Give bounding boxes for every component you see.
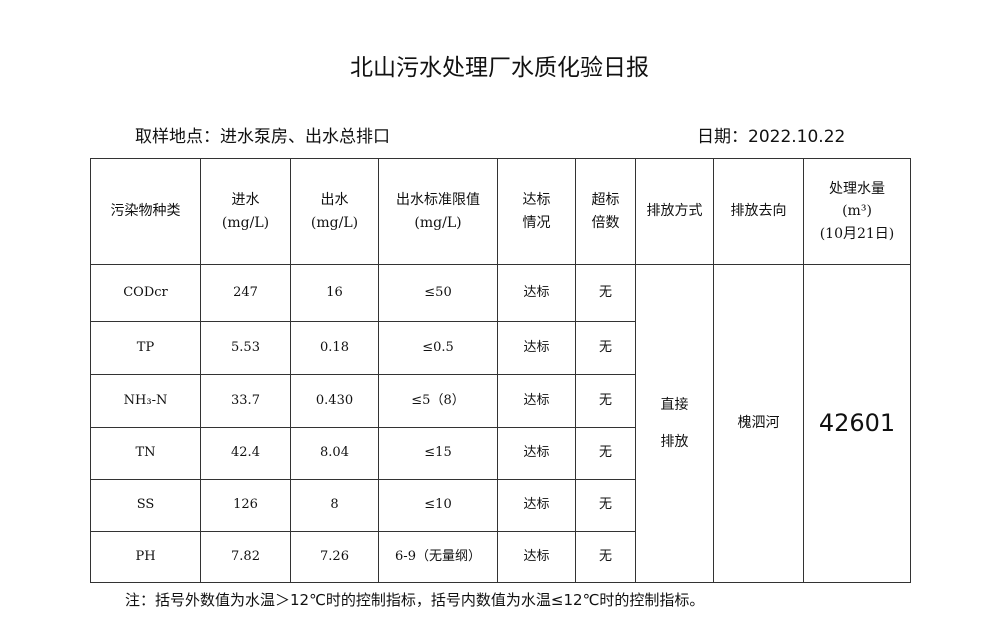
table-row: PH 7.82 7.26 6-9（无量纲） 达标无 — [90, 531, 911, 583]
cell-limit: 6-9（无量纲） — [378, 531, 498, 583]
table-row: TN 42.4 8.04 ≤15 达标无 — [90, 427, 911, 480]
water-quality-table: 污染物种类 进水 (mg/L) 出水 (mg/L) 出水标准限值 (mg/L) 达标情… — [90, 158, 911, 583]
header-row: 污染物种类 进水 (mg/L) 出水 (mg/L) 出水标准限值 (mg/L) 达标情… — [90, 158, 911, 265]
table-row: SS 126 8 ≤10 达标无 — [90, 479, 911, 532]
cell-status: 达标 — [497, 264, 576, 322]
cell-limit: ≤5（8） — [378, 374, 498, 428]
header-exceed: 超标倍数 — [575, 158, 636, 265]
sampling-location: 取样地点：进水泵房、出水总排口 — [135, 127, 390, 147]
discharge-direction: 槐泗河 — [713, 264, 804, 583]
header-pollutant: 污染物种类 — [90, 158, 201, 265]
cell-status: 达标 — [497, 374, 576, 428]
cell-pollutant: PH — [90, 531, 201, 583]
cell-status: 达标 — [497, 427, 576, 480]
header-volume: 处理水量 (m³) (10月21日) — [803, 158, 911, 265]
cell-inflow: 247 — [200, 264, 291, 322]
header-inflow: 进水 (mg/L) — [200, 158, 291, 265]
cell-inflow: 7.82 — [200, 531, 291, 583]
cell-limit: ≤0.5 — [378, 321, 498, 375]
cell-outflow: 0.430 — [290, 374, 379, 428]
cell-pollutant: NH₃-N — [90, 374, 201, 428]
header-direction: 排放去向 — [713, 158, 804, 265]
cell-pollutant: CODcr — [90, 264, 201, 322]
cell-limit: ≤50 — [378, 264, 498, 322]
cell-outflow: 8.04 — [290, 427, 379, 480]
cell-status: 达标 — [497, 479, 576, 532]
header-outflow: 出水 (mg/L) — [290, 158, 379, 265]
cell-status: 达标 — [497, 531, 576, 583]
report-date: 日期：2022.10.22 — [697, 127, 846, 147]
discharge-method: 直接排放 — [635, 264, 714, 583]
cell-outflow: 16 — [290, 264, 379, 322]
cell-exceed: 无 — [575, 264, 636, 322]
cell-limit: ≤15 — [378, 427, 498, 480]
table-row: NH₃-N 33.7 0.430 ≤5（8） 达标无 — [90, 374, 911, 428]
cell-exceed: 无 — [575, 321, 636, 375]
cell-pollutant: TN — [90, 427, 201, 480]
cell-exceed: 无 — [575, 531, 636, 583]
footnote: 注：括号外数值为水温＞12℃时的控制指标，括号内数值为水温≤12℃时的控制指标。 — [125, 591, 705, 609]
treated-volume: 42601 — [803, 264, 911, 583]
cell-limit: ≤10 — [378, 479, 498, 532]
cell-exceed: 无 — [575, 479, 636, 532]
table-row: TP 5.53 0.18 ≤0.5 达标无 — [90, 321, 911, 375]
header-method: 排放方式 — [635, 158, 714, 265]
header-status: 达标情况 — [497, 158, 576, 265]
cell-outflow: 0.18 — [290, 321, 379, 375]
cell-exceed: 无 — [575, 427, 636, 480]
cell-status: 达标 — [497, 321, 576, 375]
report-title: 北山污水处理厂水质化验日报 — [350, 55, 649, 81]
cell-inflow: 5.53 — [200, 321, 291, 375]
cell-outflow: 7.26 — [290, 531, 379, 583]
cell-inflow: 42.4 — [200, 427, 291, 480]
cell-outflow: 8 — [290, 479, 379, 532]
table-row: CODcr 247 16 ≤50 达标无直接排放 槐泗河 42601 — [90, 264, 911, 583]
cell-inflow: 126 — [200, 479, 291, 532]
cell-exceed: 无 — [575, 374, 636, 428]
cell-inflow: 33.7 — [200, 374, 291, 428]
header-limit: 出水标准限值 (mg/L) — [378, 158, 498, 265]
cell-pollutant: TP — [90, 321, 201, 375]
cell-pollutant: SS — [90, 479, 201, 532]
